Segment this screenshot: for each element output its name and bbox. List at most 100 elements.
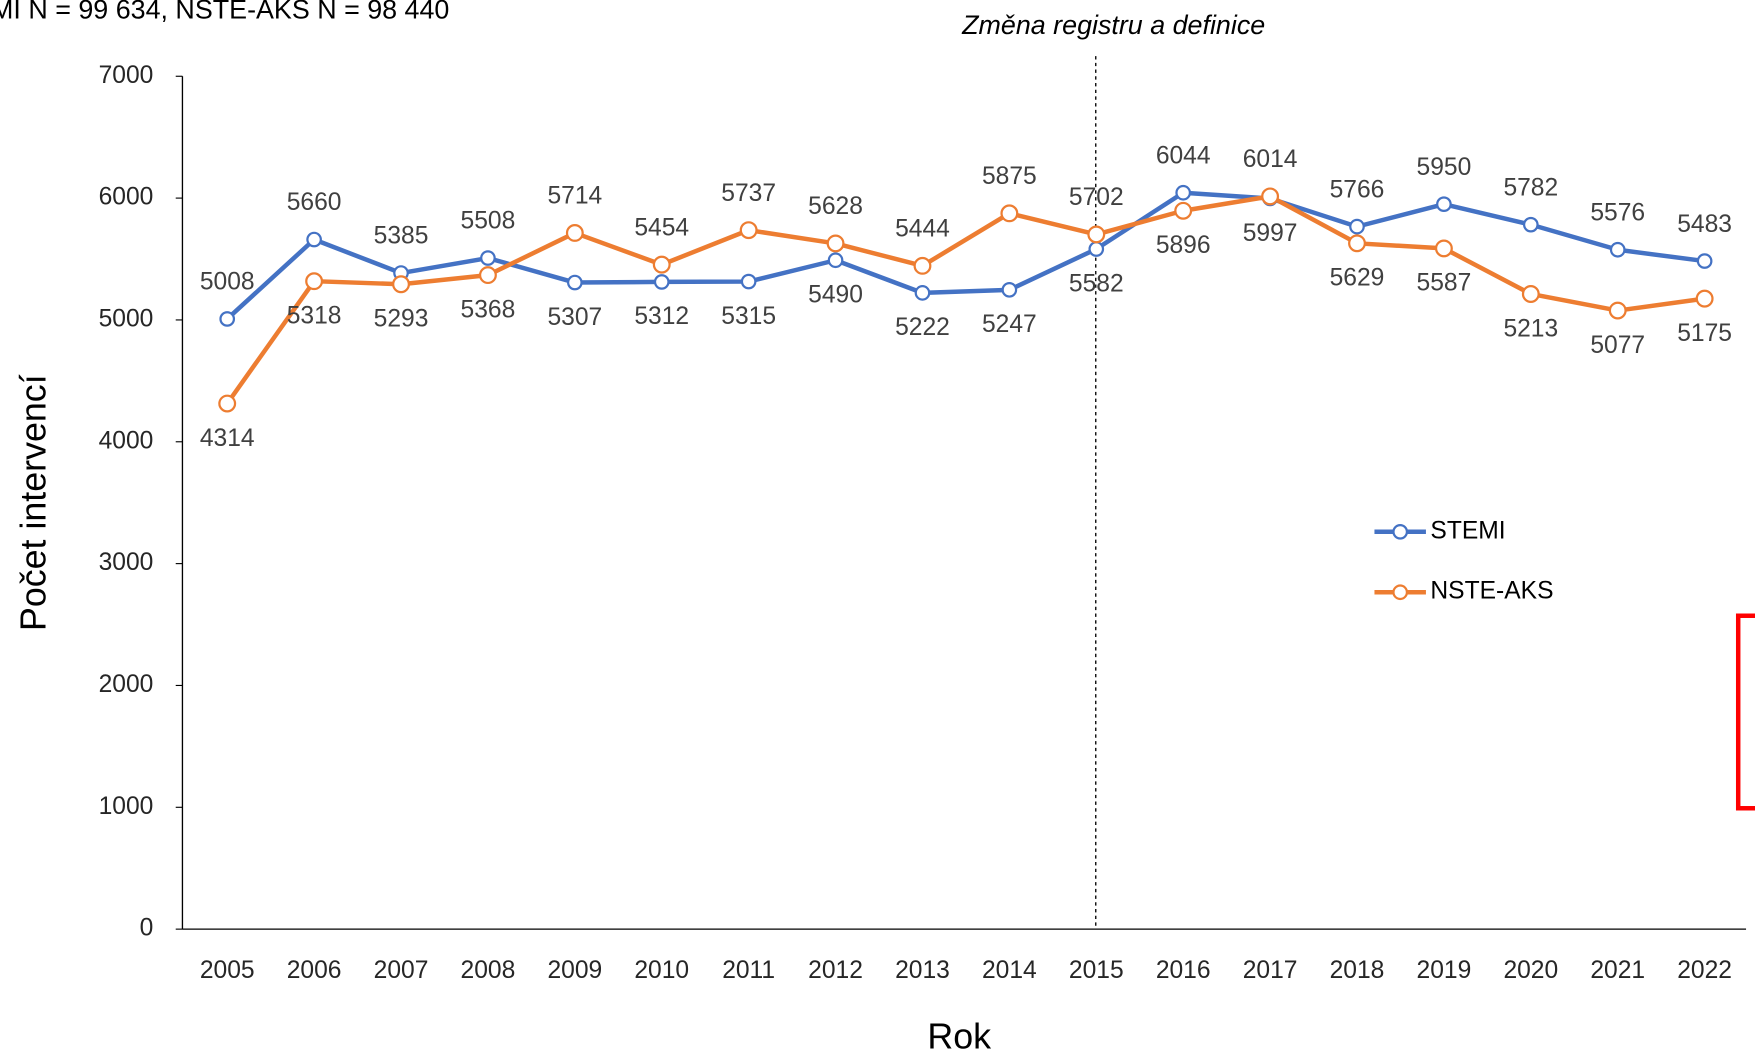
y-tick-label: 1000 (99, 793, 154, 820)
data-label: 5875 (982, 163, 1037, 190)
x-tick-label: 2008 (461, 957, 516, 984)
x-tick-label: 2010 (634, 957, 689, 984)
y-tick-label: 3000 (99, 549, 154, 576)
point (1521, 285, 1540, 303)
data-label: 5997 (1243, 220, 1298, 247)
y-tick-label: 0 (140, 915, 154, 942)
series-line (225, 190, 1705, 321)
data-label: 5896 (1156, 232, 1211, 259)
x-tick-label: 2021 (1590, 957, 1645, 984)
point (1436, 196, 1452, 213)
x-tick-label: 2015 (1069, 957, 1124, 984)
point (827, 252, 844, 269)
data-label: 5213 (1503, 315, 1558, 342)
chart-title: MI N = 99 634, NSTE-AKS N = 98 440 (0, 0, 449, 24)
data-label: 5766 (1330, 176, 1385, 203)
point (1175, 184, 1192, 201)
point (1434, 239, 1453, 258)
data-label: 5444 (895, 216, 950, 243)
data-label: 6014 (1243, 146, 1298, 173)
point (1608, 301, 1627, 320)
data-label: 5587 (1417, 270, 1472, 297)
series-line (225, 194, 1705, 405)
data-label: 5008 (200, 269, 255, 296)
data-label: 5307 (547, 304, 602, 331)
data-label: 5490 (808, 282, 863, 309)
data-label: 5782 (1503, 174, 1558, 201)
data-label: 5222 (895, 314, 950, 341)
data-label: 5293 (374, 306, 429, 333)
data-label: 5368 (461, 296, 516, 323)
point (653, 274, 670, 290)
point (914, 285, 931, 301)
point (1087, 225, 1106, 244)
legend-label: STEMI (1430, 517, 1505, 544)
point (1000, 204, 1019, 223)
x-tick-label: 2014 (982, 957, 1037, 984)
data-label: 5576 (1590, 199, 1645, 226)
annotation: Změna registru a definice (961, 10, 1265, 40)
point (1696, 253, 1713, 269)
data-label: 5714 (547, 183, 602, 210)
point (1695, 289, 1714, 308)
x-tick-label: 2006 (287, 957, 342, 984)
point (306, 231, 322, 248)
highlight-box (1735, 613, 1755, 811)
x-tick-label: 2005 (200, 957, 255, 984)
data-label: 5737 (721, 180, 776, 207)
data-label: 5660 (287, 189, 342, 216)
x-tick-label: 2017 (1243, 957, 1298, 984)
point (1348, 234, 1366, 253)
data-label: 5247 (982, 311, 1037, 338)
data-label: 5508 (461, 208, 516, 235)
point (392, 275, 410, 294)
point (1088, 241, 1105, 257)
point (913, 256, 932, 275)
x-axis-label: Rok (927, 1016, 991, 1056)
x-tick-label: 2016 (1156, 957, 1211, 984)
point (567, 274, 583, 291)
data-label: 5628 (808, 193, 863, 220)
point (739, 221, 758, 240)
legend-label: NSTE-AKS (1430, 578, 1553, 605)
x-tick-label: 2007 (374, 957, 429, 984)
legend-marker (1392, 584, 1409, 601)
legend-marker (1392, 523, 1409, 540)
data-label: 5315 (721, 303, 776, 330)
point (1609, 241, 1626, 258)
data-label: 5312 (634, 303, 689, 330)
data-label: 5454 (634, 214, 689, 241)
point (219, 311, 236, 327)
point (1174, 201, 1193, 220)
data-label: 5483 (1677, 211, 1732, 238)
point (1001, 282, 1018, 298)
data-label: 6044 (1156, 142, 1211, 169)
data-label: 5629 (1330, 265, 1385, 292)
point (652, 255, 671, 274)
point (826, 234, 845, 253)
y-tick-label: 4000 (99, 427, 154, 454)
x-tick-label: 2020 (1503, 957, 1558, 984)
point (478, 266, 497, 285)
data-label: 5582 (1069, 270, 1124, 297)
data-label: 5077 (1590, 332, 1645, 359)
x-tick-label: 2013 (895, 957, 950, 984)
point (1349, 218, 1365, 235)
x-tick-label: 2018 (1330, 957, 1385, 984)
y-tick-label: 2000 (99, 671, 154, 698)
point (1261, 187, 1280, 206)
y-tick-label: 7000 (99, 62, 154, 89)
point (1522, 216, 1539, 233)
x-tick-label: 2009 (547, 957, 602, 984)
data-label: 5950 (1417, 154, 1472, 181)
x-tick-label: 2012 (808, 957, 863, 984)
data-label: 5318 (287, 303, 342, 330)
x-tick-label: 2022 (1677, 957, 1732, 984)
y-tick-label: 5000 (99, 305, 154, 332)
x-tick-label: 2019 (1417, 957, 1472, 984)
point (218, 394, 237, 413)
data-label: 4314 (200, 425, 255, 452)
data-label: 5175 (1677, 320, 1732, 347)
